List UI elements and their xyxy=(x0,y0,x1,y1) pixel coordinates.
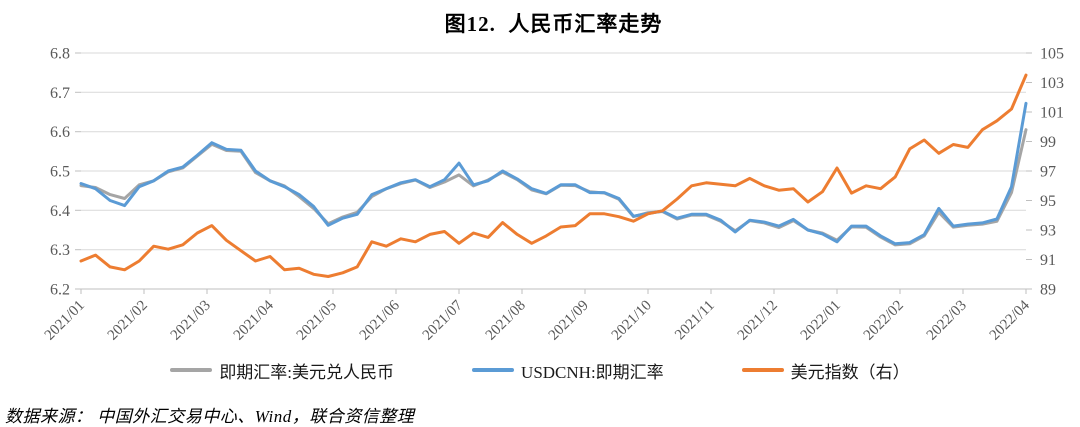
legend-label-cny-spot: 即期汇率:美元兑人民币 xyxy=(219,362,395,382)
series-lines xyxy=(79,73,1028,278)
svg-text:91: 91 xyxy=(1040,252,1056,269)
line-chart-plot-area: 6.8 6.7 6.6 6.5 6.4 6.3 6.2 105 103 101 99 97 95 93 91… xyxy=(42,46,1064,344)
svg-text:105: 105 xyxy=(1040,46,1064,63)
svg-text:2022/03: 2022/03 xyxy=(924,298,970,344)
right-axis-labels: 105 103 101 99 97 95 93 91 89 xyxy=(1026,46,1064,299)
svg-text:2022/02: 2022/02 xyxy=(861,298,907,344)
blue-line-swatch-icon xyxy=(472,368,515,372)
svg-text:103: 103 xyxy=(1040,75,1064,92)
svg-text:6.7: 6.7 xyxy=(50,85,70,102)
svg-text:2021/04: 2021/04 xyxy=(231,297,277,343)
chart-legend: 即期汇率:美元兑人民币 USDCNH:即期汇率 美元指数（右） xyxy=(0,358,1080,382)
svg-text:89: 89 xyxy=(1040,282,1056,299)
svg-text:97: 97 xyxy=(1040,164,1056,181)
svg-text:2021/05: 2021/05 xyxy=(294,298,340,344)
chart-title: 图12. 人民币汇率走势 xyxy=(444,12,663,36)
svg-text:2021/10: 2021/10 xyxy=(609,298,655,344)
legend-item-usdcnh: USDCNH:即期汇率 xyxy=(472,358,664,383)
orange-line-swatch-icon xyxy=(741,368,784,372)
svg-text:6.3: 6.3 xyxy=(50,242,70,259)
svg-text:2022/04: 2022/04 xyxy=(987,297,1033,343)
svg-text:99: 99 xyxy=(1040,134,1056,151)
x-axis-labels: 2021/01 2021/02 2021/03 2021/04 2021/05 2021/… xyxy=(42,289,1033,344)
svg-text:93: 93 xyxy=(1040,223,1056,240)
svg-text:101: 101 xyxy=(1040,105,1064,122)
svg-text:2021/08: 2021/08 xyxy=(483,298,529,344)
svg-text:6.2: 6.2 xyxy=(50,282,70,299)
svg-text:6.6: 6.6 xyxy=(50,124,70,141)
svg-text:2021/07: 2021/07 xyxy=(420,297,466,343)
svg-text:2021/01: 2021/01 xyxy=(42,298,88,344)
svg-text:2021/09: 2021/09 xyxy=(546,298,592,344)
svg-text:2021/06: 2021/06 xyxy=(357,297,403,343)
svg-text:2021/03: 2021/03 xyxy=(168,298,214,344)
legend-label-usdcnh: USDCNH:即期汇率 xyxy=(521,362,664,382)
left-axis-labels: 6.8 6.7 6.6 6.5 6.4 6.3 6.2 xyxy=(50,46,81,299)
legend-item-dxy: 美元指数（右） xyxy=(741,358,910,383)
source-note: 数据来源： 中国外汇交易中心、Wind，联合资信整理 xyxy=(5,407,415,426)
svg-text:95: 95 xyxy=(1040,193,1056,210)
svg-text:6.5: 6.5 xyxy=(50,164,70,181)
series-line-usdcnh xyxy=(79,101,1028,246)
svg-text:2021/11: 2021/11 xyxy=(672,298,718,344)
series-line-dxy xyxy=(79,73,1028,278)
legend-item-cny-spot: 即期汇率:美元兑人民币 xyxy=(170,358,394,383)
svg-text:2021/12: 2021/12 xyxy=(735,298,781,344)
gray-line-swatch-icon xyxy=(170,368,213,372)
svg-text:2022/01: 2022/01 xyxy=(798,298,844,344)
svg-text:2021/02: 2021/02 xyxy=(105,298,151,344)
svg-text:6.4: 6.4 xyxy=(50,203,70,220)
legend-label-dxy: 美元指数（右） xyxy=(790,362,910,382)
gridlines xyxy=(81,52,1026,290)
svg-text:6.8: 6.8 xyxy=(50,46,70,63)
